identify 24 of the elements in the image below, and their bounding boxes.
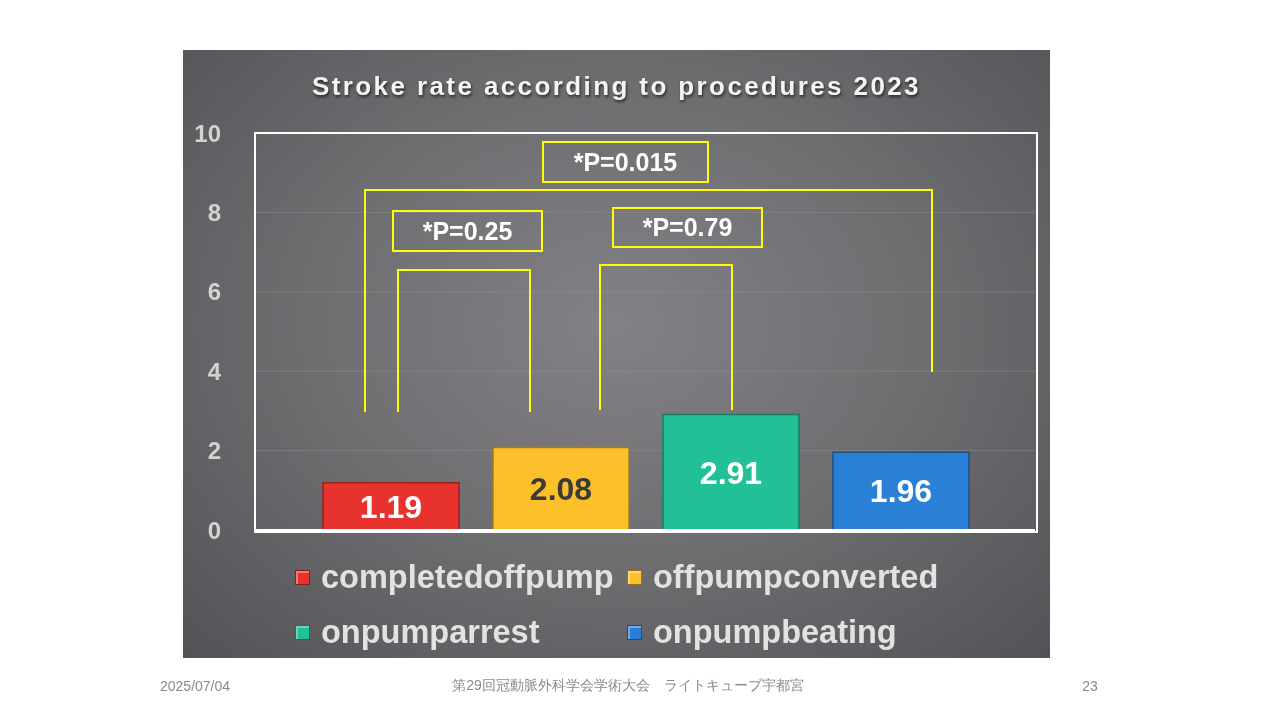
text: 第29回冠動脈外科学会学術大会 ライトキューブ宇都宮 (452, 677, 804, 695)
data-label: 2.91 (699, 454, 763, 491)
bar (832, 451, 970, 530)
y-tick-label: 4 (207, 357, 222, 385)
y-tick-label: 0 (207, 516, 221, 544)
annotation: *P=0.015 (573, 147, 678, 177)
y-tick-label: 6 (207, 278, 221, 306)
y-tick-label: 10 (194, 119, 221, 147)
bar (662, 413, 800, 530)
text: 23 (1082, 678, 1098, 694)
data-label: 1.96 (869, 473, 933, 510)
data-label: 1.19 (359, 488, 423, 525)
legend-label: onpumparrest (321, 613, 540, 651)
annotation: *P=0.25 (422, 216, 513, 246)
bar (492, 446, 630, 530)
legend-label: completedoffpump (321, 558, 614, 596)
y-tick-label: 8 (207, 198, 221, 226)
text: 2025/07/04 (160, 678, 231, 694)
data-label: 2.08 (529, 471, 593, 508)
legend-label: onpumpbeating (653, 613, 897, 651)
chart-title: Stroke rate according to procedures 2023 (311, 71, 922, 102)
legend-label: offpumpconverted (653, 558, 939, 596)
annotation: *P=0.79 (642, 213, 733, 242)
y-tick-label: 2 (207, 437, 221, 465)
